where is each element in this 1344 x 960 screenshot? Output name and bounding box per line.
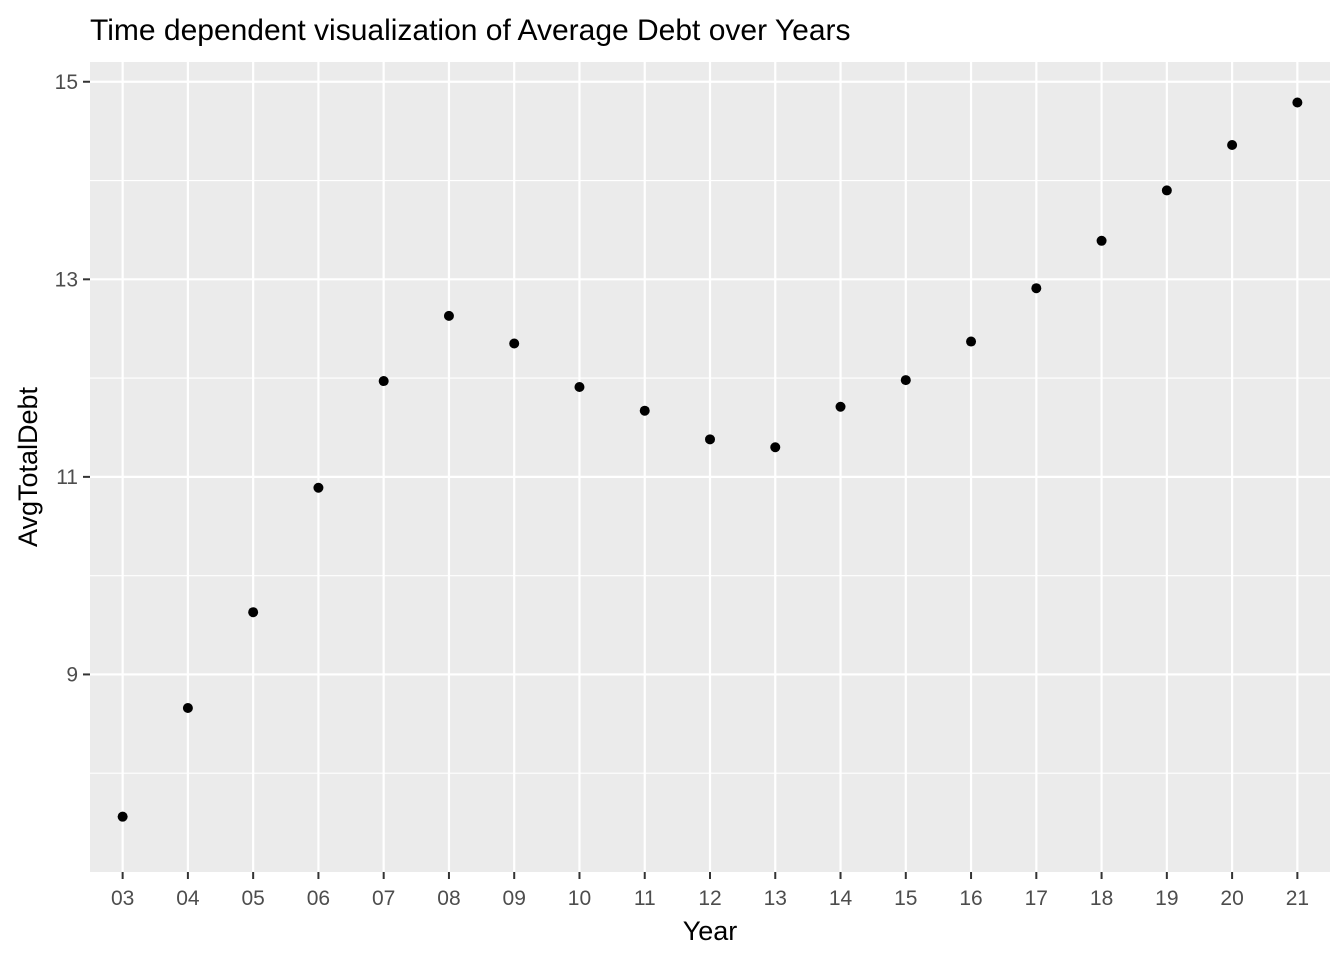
y-tick-label: 9 bbox=[66, 663, 78, 686]
data-point bbox=[1096, 235, 1107, 246]
data-point bbox=[770, 442, 781, 453]
x-tick-label: 07 bbox=[372, 887, 395, 910]
data-point bbox=[900, 375, 911, 386]
data-point bbox=[117, 811, 128, 822]
x-tick-label: 03 bbox=[111, 887, 134, 910]
y-tick-label: 15 bbox=[55, 71, 78, 94]
x-tick-label: 09 bbox=[503, 887, 526, 910]
x-tick-label: 19 bbox=[1155, 887, 1178, 910]
x-tick-label: 13 bbox=[764, 887, 787, 910]
x-tick-label: 14 bbox=[829, 887, 853, 910]
chart-title: Time dependent visualization of Average … bbox=[90, 14, 851, 47]
x-tick-label: 11 bbox=[634, 887, 656, 910]
data-point bbox=[1031, 283, 1042, 294]
x-tick-label: 08 bbox=[437, 887, 460, 910]
data-point bbox=[966, 336, 977, 347]
x-tick-label: 20 bbox=[1220, 887, 1243, 910]
data-point bbox=[248, 607, 259, 618]
data-point bbox=[509, 338, 520, 349]
data-point bbox=[639, 405, 650, 416]
data-point bbox=[1292, 97, 1303, 108]
x-tick-label: 15 bbox=[894, 887, 917, 910]
data-point bbox=[705, 434, 715, 445]
x-axis: 03 04 05 06 07 08 09 10 11 12 13 14 15 16 17 18 19 20 21 bbox=[111, 872, 1309, 910]
x-tick-label: 10 bbox=[568, 887, 591, 910]
data-points bbox=[117, 97, 1303, 822]
x-tick-label: 21 bbox=[1286, 887, 1309, 910]
major-gridlines bbox=[90, 62, 1330, 872]
y-axis: 9 11 13 15 bbox=[55, 71, 90, 686]
data-point bbox=[182, 703, 193, 714]
x-tick-label: 04 bbox=[176, 887, 200, 910]
x-axis-title: Year bbox=[683, 916, 738, 946]
data-point bbox=[378, 376, 389, 387]
y-axis-title: AvgTotalDebt bbox=[13, 386, 43, 547]
data-point bbox=[835, 401, 846, 412]
data-point bbox=[443, 310, 454, 321]
x-tick-label: 16 bbox=[959, 887, 982, 910]
x-tick-label: 06 bbox=[307, 887, 330, 910]
data-point bbox=[574, 381, 585, 392]
x-tick-label: 12 bbox=[698, 887, 721, 910]
x-tick-label: 17 bbox=[1025, 887, 1048, 910]
y-tick-label: 11 bbox=[56, 466, 78, 489]
data-point bbox=[313, 482, 324, 493]
x-tick-label: 18 bbox=[1090, 887, 1113, 910]
x-tick-label: 05 bbox=[241, 887, 264, 910]
data-point bbox=[1227, 139, 1238, 150]
data-point bbox=[1161, 185, 1172, 196]
y-tick-label: 13 bbox=[55, 268, 78, 291]
